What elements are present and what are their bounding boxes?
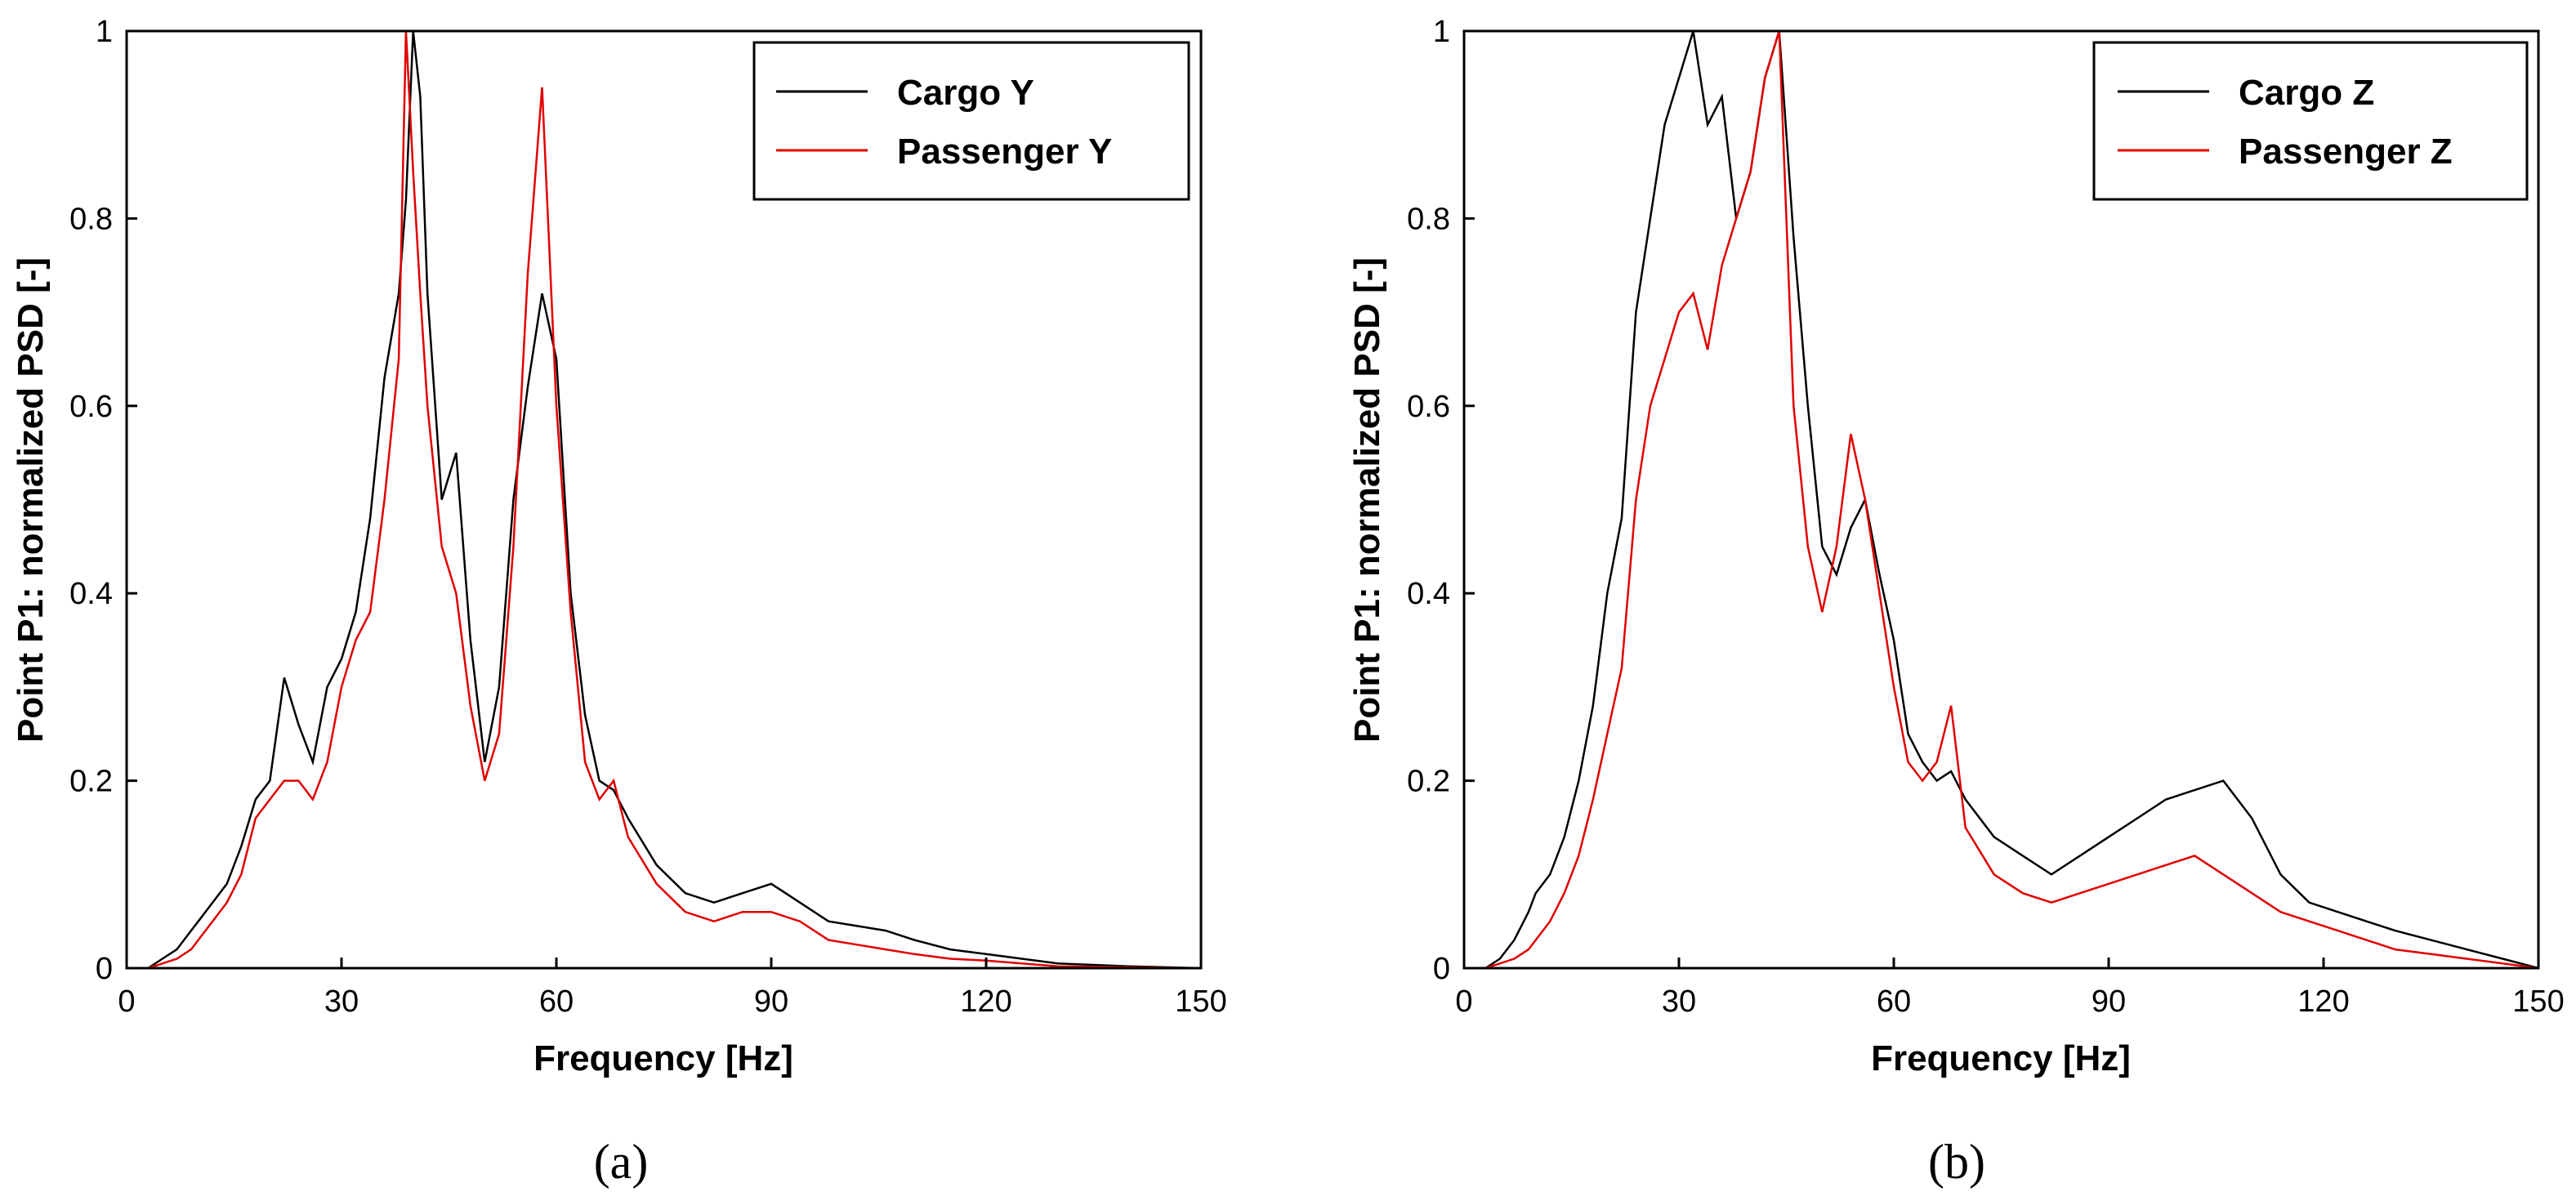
panel-a-x-axis: 0 30 60 90 120 150 Frequency [Hz]	[118, 958, 1227, 1078]
panel-a-x-tick-label: 120	[960, 984, 1011, 1019]
panel-a-series-layer	[127, 30, 1202, 970]
panel-a-legend-label-cargo-y: Cargo Y	[897, 73, 1034, 113]
panel-a-x-tick-label: 150	[1175, 984, 1226, 1019]
panel-a-y-tick-label: 0.8	[69, 202, 113, 236]
panel-a-x-tick-label: 90	[754, 984, 788, 1019]
chart-panel-a: 0 30 60 90 120 150 Frequency [Hz] 0 0.2 …	[11, 15, 1227, 1189]
panel-b-series-layer	[1464, 30, 2539, 970]
panel-b-label: (b)	[1928, 1135, 1985, 1189]
panel-b-y-tick-label: 0	[1433, 952, 1450, 986]
panel-b-series-passenger-z-line	[1464, 30, 2539, 970]
panel-b-legend: Cargo Z Passenger Z	[2092, 41, 2529, 201]
panel-b-legend-label-passenger-z: Passenger Z	[2239, 132, 2453, 172]
panel-a-y-tick-label: 0.4	[69, 577, 113, 611]
panel-a-y-axis-title: Point P1: normalized PSD [-]	[11, 257, 51, 743]
panel-b-x-tick-label: 120	[2297, 984, 2349, 1019]
panel-b-series-cargo-z-line	[1464, 30, 2539, 970]
panel-b-x-axis-title: Frequency [Hz]	[1871, 1038, 2131, 1078]
panel-a-series-passenger-y-line	[127, 30, 1202, 970]
panel-a-x-tick-label: 0	[118, 984, 135, 1019]
panel-a-y-tick-label: 1	[96, 15, 113, 49]
panel-a-series-cargo-y-line	[127, 30, 1202, 970]
panel-b-x-tick-label: 0	[1455, 984, 1472, 1019]
panel-a-legend-box	[752, 41, 1190, 201]
chart-panel-b: 0 30 60 90 120 150 Frequency [Hz] 0 0.2 …	[1347, 15, 2565, 1189]
panel-a-y-tick-label: 0.6	[69, 390, 113, 424]
panel-b-x-tick-label: 90	[2092, 984, 2126, 1019]
panel-b-plot-frame	[1462, 29, 2540, 970]
panel-a-x-axis-title: Frequency [Hz]	[534, 1038, 793, 1078]
panel-b-y-axis-title: Point P1: normalized PSD [-]	[1347, 257, 1387, 743]
panel-a-x-tick-label: 60	[539, 984, 574, 1019]
panel-b-y-tick-label: 0.2	[1407, 765, 1450, 799]
panel-b-legend-box	[2092, 41, 2529, 201]
panel-a-plot-frame	[125, 29, 1203, 970]
panel-a-y-axis: 0 0.2 0.4 0.6 0.8 1 Point P1: normalized…	[11, 15, 137, 986]
panel-b-x-axis: 0 30 60 90 120 150 Frequency [Hz]	[1455, 958, 2565, 1078]
panel-b-y-tick-label: 0.8	[1407, 202, 1450, 236]
panel-a-y-tick-label: 0.2	[69, 765, 113, 799]
panel-b-y-axis: 0 0.2 0.4 0.6 0.8 1 Point P1: normalized…	[1347, 15, 1475, 986]
panel-b-y-tick-label: 0.6	[1407, 390, 1450, 424]
panel-b-y-tick-label: 1	[1433, 15, 1450, 49]
panel-b-x-tick-label: 150	[2512, 984, 2564, 1019]
panel-a-legend-label-passenger-y: Passenger Y	[897, 132, 1112, 172]
panel-b-x-tick-label: 60	[1877, 984, 1911, 1019]
panel-b-y-tick-label: 0.4	[1407, 577, 1450, 611]
panel-b-x-tick-label: 30	[1662, 984, 1696, 1019]
panel-a-label: (a)	[594, 1135, 649, 1189]
panel-a-y-tick-label: 0	[96, 952, 113, 986]
panel-b-legend-label-cargo-z: Cargo Z	[2239, 73, 2374, 113]
panel-a-x-tick-label: 30	[324, 984, 359, 1019]
panel-a-legend: Cargo Y Passenger Y	[752, 41, 1190, 201]
